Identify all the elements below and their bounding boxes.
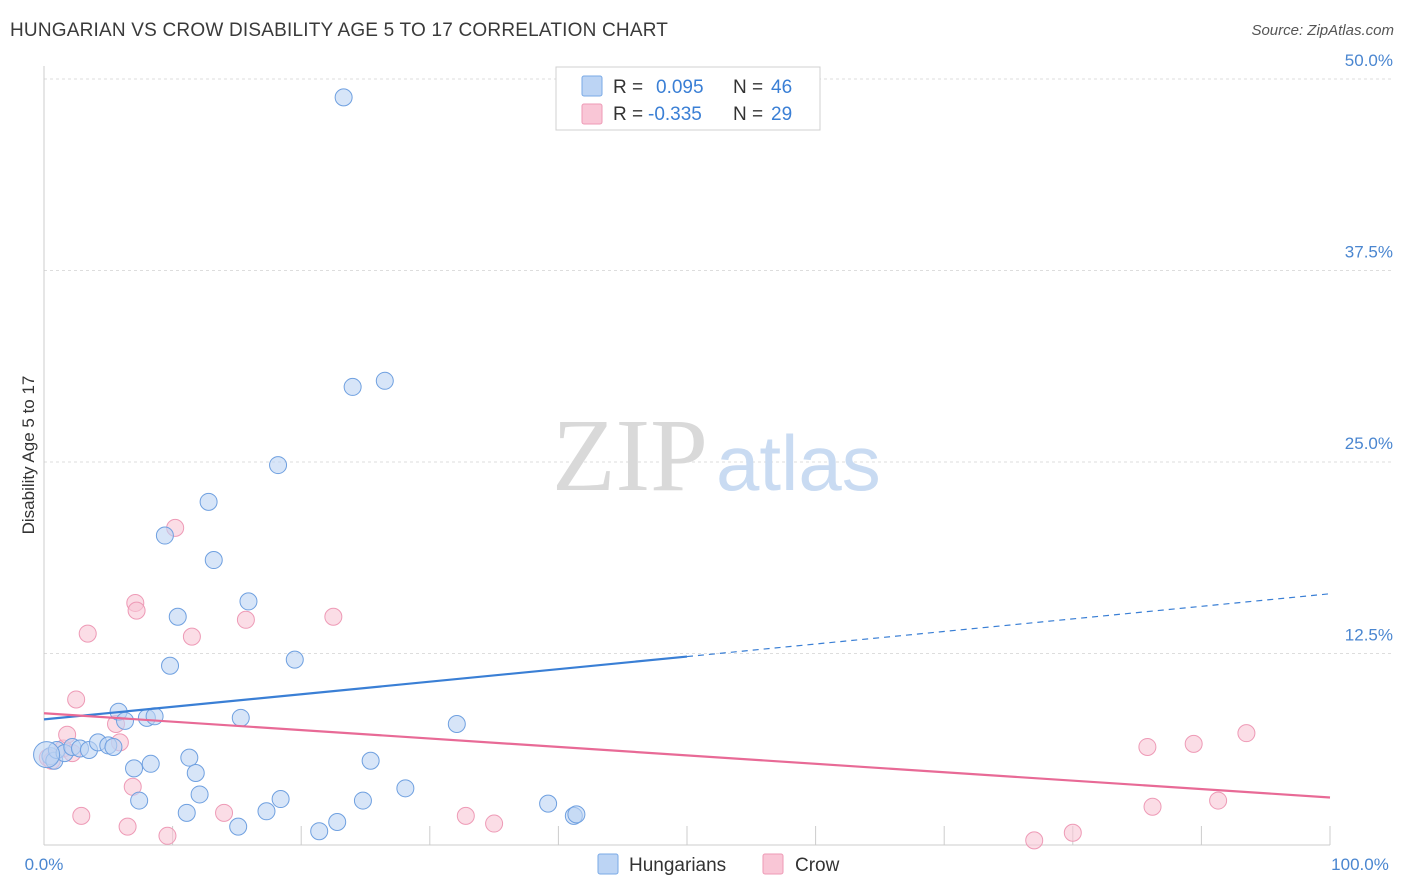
hungarian-point [375, 371, 394, 390]
crow-point [1138, 737, 1157, 756]
hungarian-point [328, 813, 347, 832]
hungarian-point [125, 759, 144, 778]
x-tick-label-min: 0.0% [25, 855, 64, 874]
crow-point [72, 806, 91, 825]
bottom-legend-hungarians: Hungarians [629, 855, 726, 876]
series-legend: Hungarians Crow [597, 853, 840, 876]
crow-point [485, 814, 504, 833]
hungarian-point [190, 785, 209, 804]
hungarian-point [239, 592, 258, 611]
legend-swatch-hungarians [581, 75, 603, 97]
hungarian-point [269, 456, 288, 475]
hungarian-trend-line [43, 655, 688, 721]
hungarian-point [567, 805, 586, 824]
crow-point [127, 601, 146, 620]
crow-point [1184, 734, 1203, 753]
legend-swatch-crow [581, 103, 603, 125]
legend-n-value-2: 29 [771, 104, 792, 125]
legend-r-label-1: R = [613, 77, 643, 98]
bottom-swatch-hungarians [597, 853, 619, 875]
legend-n-value-1: 46 [771, 77, 792, 98]
hungarian-point [271, 790, 290, 809]
hungarian-point [361, 751, 380, 770]
crow-trend-line [43, 712, 1331, 799]
grid-lines [44, 78, 1392, 654]
source-label: Source: ZipAtlas.com [1251, 22, 1394, 39]
hungarian-point [257, 802, 276, 821]
legend-r-value-2: -0.335 [648, 104, 702, 125]
hungarian-point [145, 707, 164, 726]
y-tick-label: 12.5% [1345, 626, 1393, 645]
crow-point [1063, 823, 1082, 842]
x-tick-marks [172, 826, 1331, 845]
trend-lines [43, 593, 1331, 799]
chart-title: HUNGARIAN VS CROW DISABILITY AGE 5 TO 17… [10, 20, 669, 41]
hungarian-point [186, 763, 205, 782]
hungarian-point [168, 607, 187, 626]
bottom-legend-crow: Crow [795, 855, 840, 876]
crow-point [1209, 791, 1228, 810]
hungarian-trend-extension [686, 593, 1331, 658]
hungarian-point [104, 737, 123, 756]
hungarian-point [229, 817, 248, 836]
hungarian-point [343, 377, 362, 396]
crow-point [324, 607, 343, 626]
legend-r-label-2: R = [613, 104, 643, 125]
x-tick-label-max: 100.0% [1331, 855, 1389, 874]
crow-point [456, 806, 475, 825]
hungarian-point [155, 526, 174, 545]
hungarian-point [539, 794, 558, 813]
y-tick-label: 25.0% [1345, 434, 1393, 453]
bottom-swatch-crow [762, 853, 784, 875]
hungarian-point [447, 714, 466, 733]
crow-point [182, 627, 201, 646]
legend-r-value-1: 0.095 [656, 77, 704, 98]
y-axis-label: Disability Age 5 to 17 [19, 376, 38, 535]
hungarian-point [177, 803, 196, 822]
hungarian-point [180, 748, 199, 767]
crow-point [118, 817, 137, 836]
legend-n-label-2: N = [733, 104, 763, 125]
y-tick-label: 37.5% [1345, 243, 1393, 262]
crow-point [67, 690, 86, 709]
watermark-zip: ZIP [552, 398, 708, 513]
watermark-atlas: atlas [716, 419, 881, 507]
hungarian-point [33, 741, 61, 769]
hungarian-point [161, 656, 180, 675]
crow-point [78, 624, 97, 643]
stats-legend: R = 0.095 N = 46 R = -0.335 N = 29 [555, 66, 821, 131]
hungarian-point [199, 492, 218, 511]
hungarian-point [130, 791, 149, 810]
hungarian-point [396, 779, 415, 798]
crow-point [1025, 831, 1044, 850]
hungarian-point [141, 754, 160, 773]
hungarian-point [285, 650, 304, 669]
legend-n-label-1: N = [733, 77, 763, 98]
y-tick-label: 50.0% [1345, 51, 1393, 70]
hungarian-point [310, 822, 329, 841]
hungarian-point [204, 551, 223, 570]
hungarian-point [231, 708, 250, 727]
crow-point [1143, 797, 1162, 816]
crow-point [158, 826, 177, 845]
hungarian-point [116, 711, 135, 730]
crow-point [215, 803, 234, 822]
y-tick-labels: 12.5% 25.0% 37.5% 50.0% [1345, 51, 1393, 645]
crow-point [236, 610, 255, 629]
crow-point [1237, 724, 1256, 743]
hungarian-point [334, 88, 353, 107]
hungarian-points [33, 88, 586, 841]
hungarian-point [353, 791, 372, 810]
crow-points [38, 518, 1256, 850]
